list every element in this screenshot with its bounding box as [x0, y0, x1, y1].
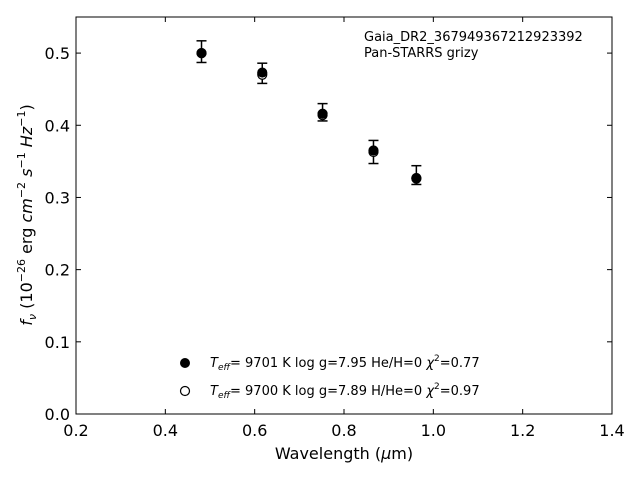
y-tick-label: 0.0: [45, 405, 70, 424]
model-point-filled: [257, 67, 268, 78]
x-tick-label: 0.8: [331, 421, 356, 440]
x-axis-label: Wavelength (μm): [275, 444, 413, 463]
y-axis-label: fν (10−26 erg cm−2 s−1 Hz−1): [15, 104, 39, 325]
y-tick-label: 0.3: [45, 188, 70, 207]
x-ticks: 0.2 0.4 0.6 0.8 1.0 1.2 1.4: [63, 17, 625, 440]
model-point-filled: [196, 47, 207, 59]
y-tick-label: 0.5: [45, 44, 70, 63]
model-point-filled: [411, 173, 422, 184]
y-ticks: 0.0 0.1 0.2 0.3 0.4 0.5: [45, 44, 612, 424]
model-point-filled: [368, 145, 379, 156]
data-points: [196, 40, 422, 186]
legend-marker-filled: [180, 358, 190, 368]
plot-area: [75, 16, 613, 415]
annotation-survey: Pan-STARRS grizy: [364, 46, 479, 61]
legend-marker-open: [179, 385, 191, 397]
y-tick-label: 0.4: [45, 116, 70, 135]
legend-entry-2: Teff= 9700 K log g=7.89 H/He=0 χ2=0.97: [210, 382, 480, 401]
legend: Teff= 9701 K log g=7.95 He/H=0 χ2=0.77 T…: [179, 354, 480, 401]
y-tick-label: 0.2: [45, 261, 70, 280]
y-tick-label: 0.1: [45, 333, 70, 352]
x-tick-label: 0.2: [63, 421, 88, 440]
annotation-source: Gaia_DR2_367949367212923392: [364, 30, 583, 45]
x-tick-label: 0.6: [242, 421, 267, 440]
x-tick-label: 0.4: [153, 421, 178, 440]
x-tick-label: 1.0: [421, 421, 446, 440]
x-tick-label: 1.4: [599, 421, 624, 440]
legend-entry-1: Teff= 9701 K log g=7.95 He/H=0 χ2=0.77: [210, 354, 480, 373]
model-point-filled: [317, 108, 328, 119]
x-tick-label: 1.2: [510, 421, 535, 440]
